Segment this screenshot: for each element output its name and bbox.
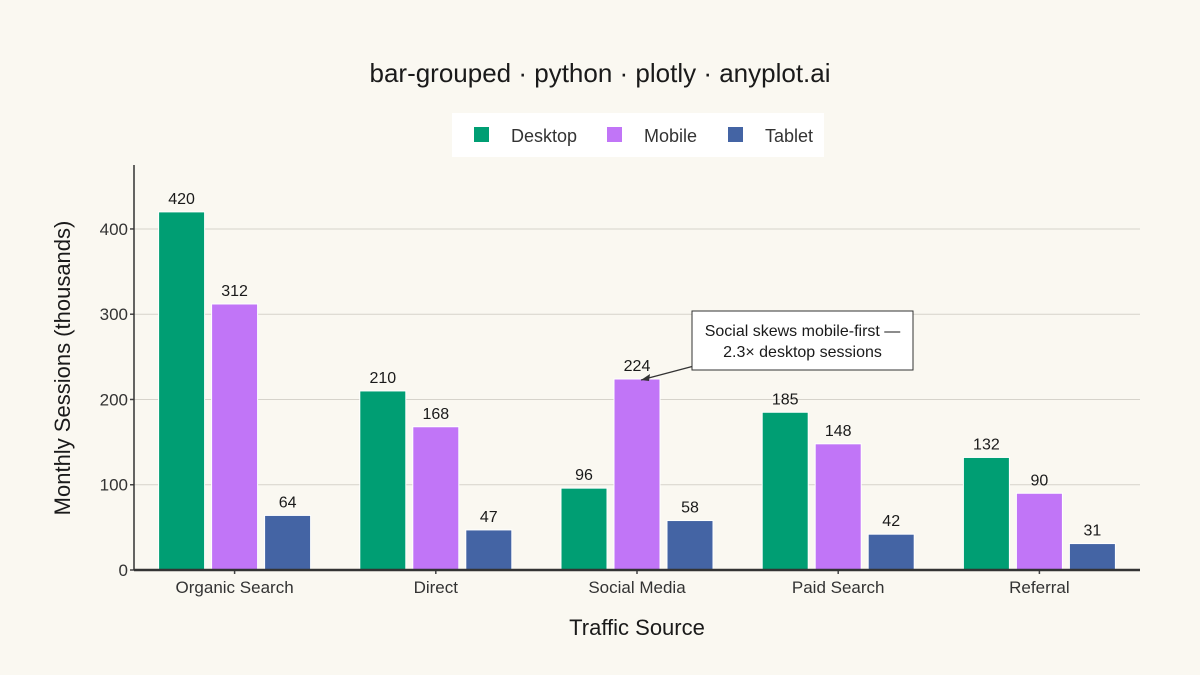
- legend-swatch: [607, 127, 622, 142]
- legend: Desktop Mobile Tablet: [452, 113, 824, 157]
- bar: [211, 303, 259, 571]
- x-axis-title: Traffic Source: [569, 615, 705, 640]
- legend-swatch: [474, 127, 489, 142]
- annotation-arrowhead: [641, 374, 650, 382]
- y-tick-label: 300: [100, 305, 128, 324]
- bar: [814, 443, 862, 571]
- chart-title: bar-grouped · python · plotly · anyplot.…: [369, 58, 830, 88]
- bar: [412, 426, 460, 571]
- bar-value-label: 132: [973, 436, 1000, 453]
- legend-item-label: Tablet: [765, 126, 813, 146]
- bar-value-label: 210: [369, 370, 396, 387]
- annotation: Social skews mobile-first — 2.3× desktop …: [640, 310, 914, 382]
- annotation-box: [691, 310, 914, 371]
- bars: [158, 211, 1116, 571]
- bar: [613, 378, 661, 571]
- x-tick-label: Direct: [414, 578, 459, 597]
- bar: [666, 520, 714, 571]
- bar: [560, 487, 608, 571]
- x-tick-label: Referral: [1009, 578, 1069, 597]
- bar: [962, 456, 1010, 571]
- bar-value-label: 185: [772, 391, 799, 408]
- bar-value-label: 42: [882, 513, 900, 530]
- annotation-arrow-line: [640, 365, 695, 381]
- bar-value-label: 420: [168, 191, 195, 208]
- bar-value-label: 31: [1084, 523, 1102, 540]
- y-tick-label: 200: [100, 390, 128, 409]
- bar: [1068, 543, 1116, 571]
- bar-labels: 420 312 64 210 168 47 96 224 58 185 148 42 132 90 31: [168, 191, 1101, 540]
- annotation-text-line: 2.3× desktop sessions: [723, 344, 882, 361]
- bar: [1015, 492, 1063, 571]
- bar-value-label: 224: [624, 358, 651, 375]
- y-tick-label: 400: [100, 220, 128, 239]
- y-tick-label: 100: [100, 476, 128, 495]
- bar: [465, 529, 513, 571]
- bar-value-label: 47: [480, 509, 498, 526]
- y-tick-label: 0: [119, 561, 128, 580]
- legend-swatch: [728, 127, 743, 142]
- bar: [158, 211, 206, 571]
- legend-background: [452, 113, 824, 157]
- bar-value-label: 168: [422, 406, 449, 423]
- x-tick-label: Paid Search: [792, 578, 885, 597]
- y-axis-title: Monthly Sessions (thousands): [50, 221, 75, 516]
- axes: 0 100 200 300 400 Organic Search Direct Social …: [100, 165, 1140, 597]
- x-tick-label: Organic Search: [176, 578, 294, 597]
- legend-item-label: Desktop: [511, 126, 577, 146]
- x-tick-label: Social Media: [588, 578, 686, 597]
- bar-value-label: 90: [1031, 472, 1049, 489]
- bar-value-label: 148: [825, 423, 852, 440]
- bar-value-label: 312: [221, 283, 248, 300]
- bar-value-label: 96: [575, 467, 593, 484]
- bar-value-label: 58: [681, 500, 699, 517]
- bar: [761, 411, 809, 571]
- bar: [359, 390, 407, 571]
- bar-value-label: 64: [279, 494, 297, 511]
- bar: [264, 514, 312, 571]
- bar: [867, 533, 915, 571]
- legend-item-label: Mobile: [644, 126, 697, 146]
- annotation-text-line: Social skews mobile-first —: [705, 323, 901, 340]
